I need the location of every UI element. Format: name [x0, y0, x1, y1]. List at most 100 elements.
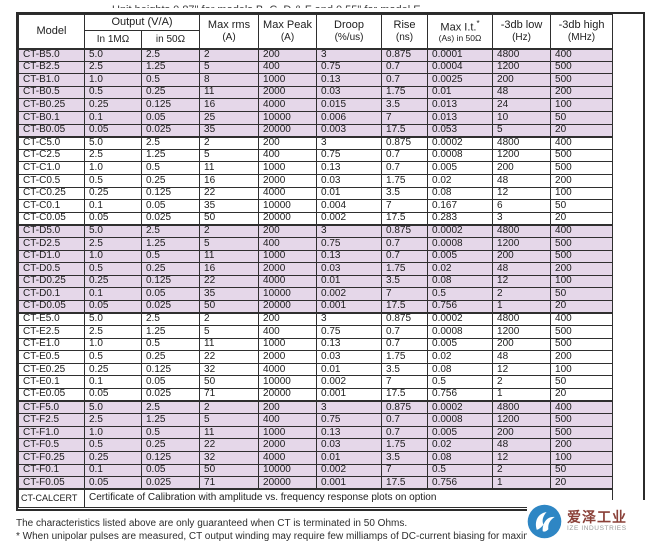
value-cell: 0.5 [140, 337, 201, 352]
model-cell: CT-B0.05 [18, 123, 85, 138]
value-cell: 20 [550, 476, 614, 490]
value-cell: 48 [492, 262, 552, 276]
model-cell: CT-D2.5 [18, 236, 85, 251]
value-cell: 2 [492, 375, 552, 390]
value-cell: 0.05 [140, 287, 201, 301]
value-cell: 1 [492, 388, 552, 402]
value-cell: 7 [381, 110, 429, 125]
table-row: CT-C0.5 0.5 0.25 16 2000 0.03 1.75 0.02 48 200 [18, 173, 614, 188]
value-cell: 12 [492, 186, 552, 201]
value-cell: 1000 [258, 337, 318, 352]
value-cell: 50 [550, 463, 614, 478]
value-cell: 0.875 [381, 47, 429, 62]
value-cell: 4000 [258, 274, 318, 289]
value-cell: 0.875 [381, 400, 429, 415]
value-cell: 2.5 [84, 413, 142, 427]
table-row: CT-D1.0 1.0 0.5 11 1000 0.13 0.7 0.005 200 500 [18, 249, 614, 264]
model-cell: CT-C1.0 [18, 161, 85, 175]
value-cell: 0.25 [140, 350, 201, 364]
value-cell: 0.13 [316, 161, 383, 175]
value-cell: 4000 [258, 451, 318, 465]
value-cell: 0.75 [316, 236, 383, 251]
ize-logo: 爱泽工业 IZE INDUSTRIES [527, 500, 649, 542]
model-cell: CT-E0.05 [18, 388, 85, 402]
calcert-model-cell: CT-CALCERT [18, 488, 85, 508]
value-cell: 0.1 [84, 375, 142, 390]
value-cell: 6 [492, 199, 552, 213]
value-cell: 2000 [258, 85, 318, 100]
value-cell: 500 [550, 60, 614, 75]
value-cell: 200 [550, 438, 614, 452]
value-cell: 0.25 [140, 438, 201, 452]
value-cell: 200 [258, 47, 318, 62]
model-cell: CT-F1.0 [18, 425, 85, 440]
value-cell: 0.05 [84, 476, 142, 490]
value-cell: 0.75 [316, 148, 383, 163]
value-cell: 0.25 [84, 274, 142, 289]
value-cell: 20 [550, 123, 614, 138]
col-header-output: Output (V/A) [83, 14, 201, 31]
value-cell: 20000 [258, 211, 318, 226]
table-row: CT-B5.0 5.0 2.5 2 200 3 0.875 0.0001 4800 400 [18, 47, 614, 62]
value-cell: 0.25 [84, 451, 142, 465]
value-cell: 3.5 [381, 186, 429, 201]
value-cell: 0.25 [84, 98, 142, 112]
value-cell: 0.25 [140, 85, 201, 100]
value-cell: 48 [492, 350, 552, 364]
value-cell: 0.875 [381, 135, 429, 150]
ize-logo-text: 爱泽工业 IZE INDUSTRIES [567, 510, 627, 532]
table-row: CT-B0.05 0.05 0.025 35 20000 0.003 17.5 0.053 5 2… [18, 123, 614, 138]
table-row: CT-F0.1 0.1 0.05 50 10000 0.002 7 0.5 2 50 [18, 463, 614, 478]
value-cell: 0.7 [381, 161, 429, 175]
table-row: CT-F5.0 5.0 2.5 2 200 3 0.875 0.0002 4800 400 [18, 400, 614, 415]
value-cell: 200 [258, 400, 318, 415]
value-cell: 0.756 [427, 476, 494, 490]
model-cell: CT-B1.0 [18, 73, 85, 87]
table-row: CT-B1.0 1.0 0.5 8 1000 0.13 0.7 0.0025 200 500 [18, 73, 614, 87]
value-cell: 200 [492, 73, 552, 87]
value-cell: 400 [258, 148, 318, 163]
value-cell: 0.125 [140, 98, 201, 112]
value-cell: 4800 [492, 223, 552, 238]
table-row: CT-F2.5 2.5 1.25 5 400 0.75 0.7 0.0008 1200 500 [18, 413, 614, 427]
value-cell: 35 [199, 287, 260, 301]
table-row: CT-E5.0 5.0 2.5 2 200 3 0.875 0.0002 4800 400 [18, 312, 614, 327]
table-outer-frame: Model Output (V/A) Max rms (A) Max Peak … [16, 12, 645, 511]
model-cell: CT-B2.5 [18, 60, 85, 75]
value-cell: 0.125 [140, 451, 201, 465]
value-cell: 0.005 [427, 425, 494, 440]
value-cell: 0.125 [140, 274, 201, 289]
model-cell: CT-C0.05 [18, 211, 85, 226]
value-cell: 0.13 [316, 249, 383, 264]
logo-chinese-text: 爱泽工业 [567, 509, 627, 526]
value-cell: 0.0004 [427, 60, 494, 75]
table-row: CT-D0.25 0.25 0.125 22 4000 0.01 3.5 0.08 12 100 [18, 274, 614, 289]
value-cell: 1 [492, 476, 552, 490]
value-cell: 500 [550, 425, 614, 440]
asterisk-superscript: * [476, 18, 480, 28]
value-cell: 0.75 [316, 60, 383, 75]
value-cell: 0.025 [140, 123, 201, 138]
value-cell: 0.002 [316, 211, 383, 226]
value-cell: 11 [199, 337, 260, 352]
value-cell: 1.0 [84, 73, 142, 87]
table-row: CT-C1.0 1.0 0.5 11 1000 0.13 0.7 0.005 200 500 [18, 161, 614, 175]
table-row: CT-F1.0 1.0 0.5 11 1000 0.13 0.7 0.005 200 500 [18, 425, 614, 440]
value-cell: 3 [316, 223, 383, 238]
value-cell: 400 [550, 312, 614, 327]
value-cell: 4000 [258, 98, 318, 112]
col-header-max-it: Max I.t.* (As) in 50Ω [427, 14, 494, 49]
value-cell: 0.006 [316, 110, 383, 125]
value-cell: 11 [199, 161, 260, 175]
value-cell: 22 [199, 350, 260, 364]
value-cell: 0.05 [84, 388, 142, 402]
value-cell: 400 [550, 47, 614, 62]
value-cell: 5.0 [84, 312, 142, 327]
value-cell: 1000 [258, 425, 318, 440]
value-cell: 400 [258, 60, 318, 75]
value-cell: 10000 [258, 463, 318, 478]
value-cell: 12 [492, 451, 552, 465]
value-cell: 50 [550, 199, 614, 213]
value-cell: 0.02 [427, 350, 494, 364]
value-cell: 48 [492, 173, 552, 188]
